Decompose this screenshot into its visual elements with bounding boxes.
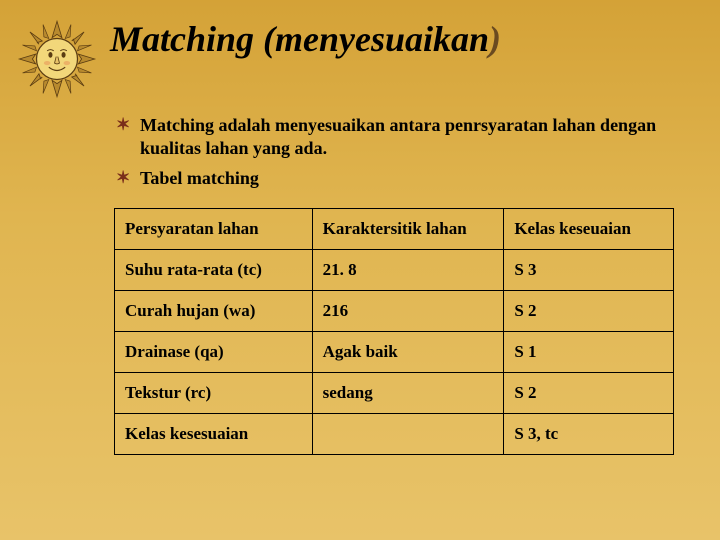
table-cell: Curah hujan (wa) bbox=[115, 291, 313, 332]
table-cell: 21. 8 bbox=[312, 250, 504, 291]
table-header-cell: Kelas keseuaian bbox=[504, 209, 674, 250]
table-header-row: Persyaratan lahan Karaktersitik lahan Ke… bbox=[115, 209, 674, 250]
table-cell: Suhu rata-rata (tc) bbox=[115, 250, 313, 291]
table-cell: S 1 bbox=[504, 332, 674, 373]
table-header-cell: Karaktersitik lahan bbox=[312, 209, 504, 250]
table-row: Tekstur (rc) sedang S 2 bbox=[115, 373, 674, 414]
table-cell: S 2 bbox=[504, 373, 674, 414]
table-cell: Kelas kesesuaian bbox=[115, 414, 313, 455]
table-row: Suhu rata-rata (tc) 21. 8 S 3 bbox=[115, 250, 674, 291]
table-cell: Agak baik bbox=[312, 332, 504, 373]
table-row: Kelas kesesuaian S 3, tc bbox=[115, 414, 674, 455]
table-cell: S 3 bbox=[504, 250, 674, 291]
bullet-text: Tabel matching bbox=[140, 168, 259, 188]
table-cell bbox=[312, 414, 504, 455]
bullet-text: Matching adalah menyesuaikan antara penr… bbox=[140, 115, 656, 158]
table-cell: S 2 bbox=[504, 291, 674, 332]
bullet-list: Matching adalah menyesuaikan antara penr… bbox=[114, 114, 684, 190]
bullet-item: Matching adalah menyesuaikan antara penr… bbox=[114, 114, 684, 161]
table-cell: 216 bbox=[312, 291, 504, 332]
table-row: Curah hujan (wa) 216 S 2 bbox=[115, 291, 674, 332]
bullet-item: Tabel matching bbox=[114, 167, 684, 190]
table-row: Drainase (qa) Agak baik S 1 bbox=[115, 332, 674, 373]
title-text: Matching (menyesuaikan bbox=[110, 19, 489, 59]
title-close-paren: ) bbox=[489, 19, 501, 59]
table-cell: sedang bbox=[312, 373, 504, 414]
table-cell: Drainase (qa) bbox=[115, 332, 313, 373]
table-header-cell: Persyaratan lahan bbox=[115, 209, 313, 250]
slide-title: Matching (menyesuaikan) bbox=[110, 18, 684, 60]
table-cell: Tekstur (rc) bbox=[115, 373, 313, 414]
table-cell: S 3, tc bbox=[504, 414, 674, 455]
slide-content: Matching (menyesuaikan) Matching adalah … bbox=[0, 0, 720, 455]
matching-table: Persyaratan lahan Karaktersitik lahan Ke… bbox=[114, 208, 674, 455]
sun-face-icon bbox=[16, 18, 98, 100]
